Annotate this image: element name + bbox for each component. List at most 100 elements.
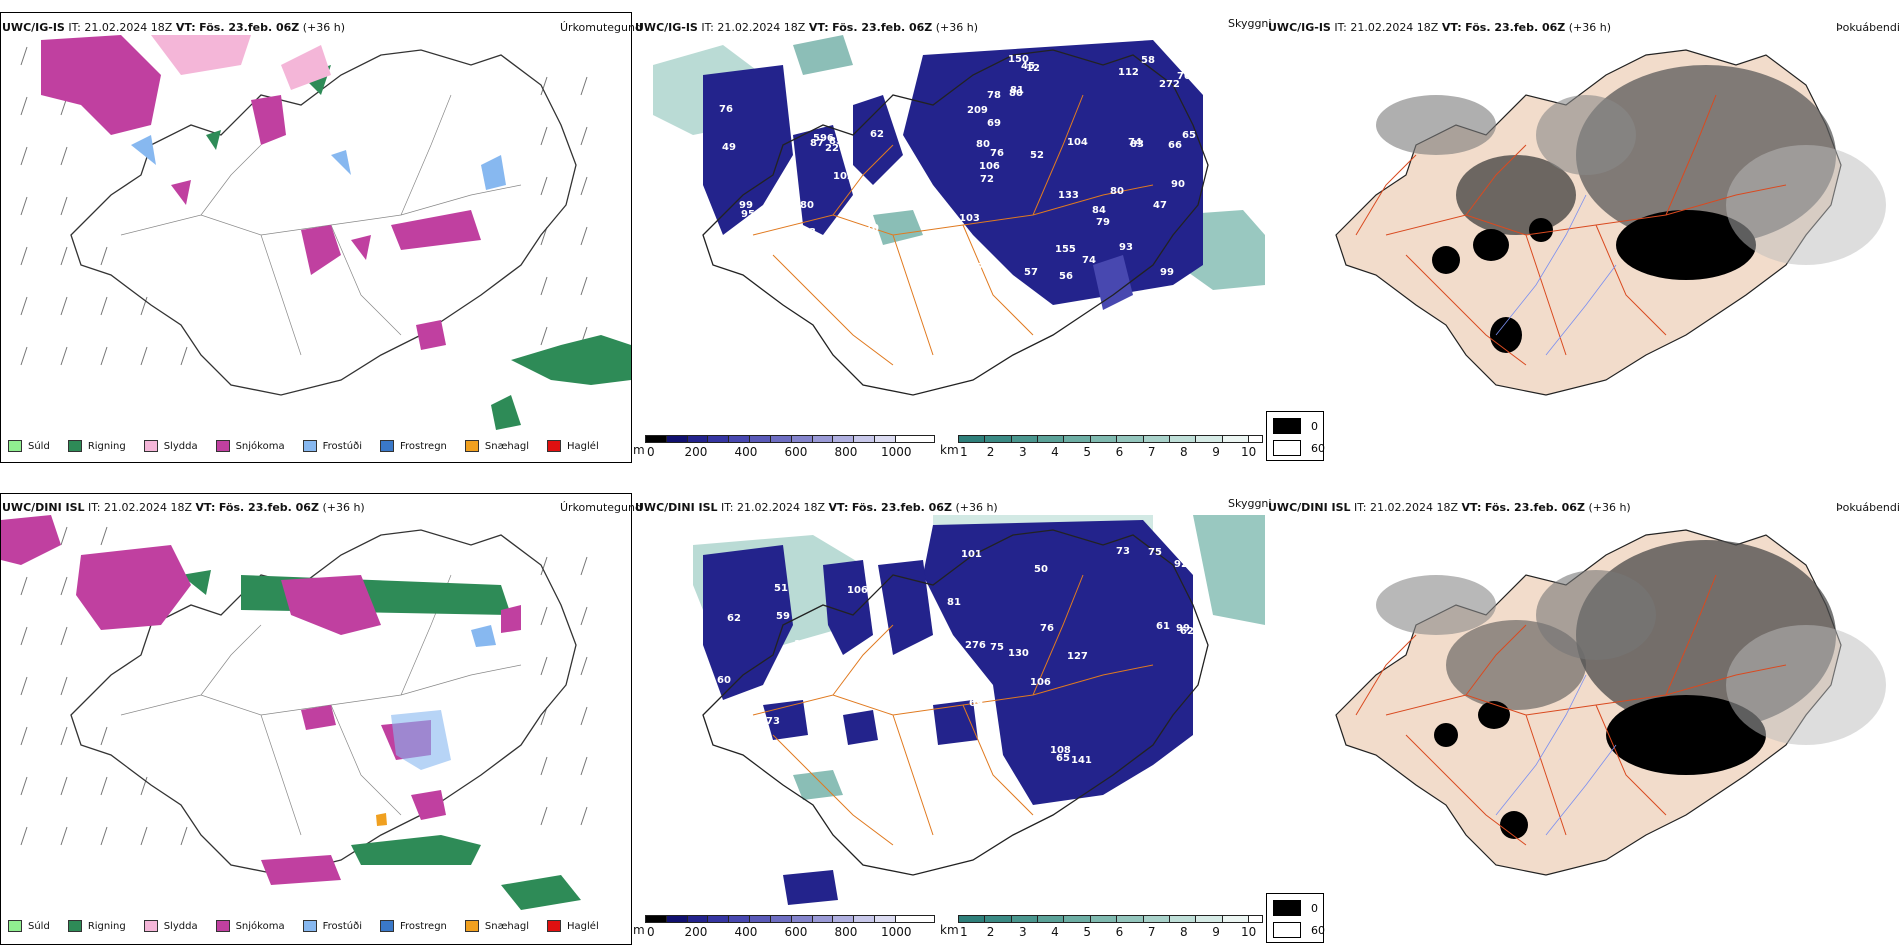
- colorbar-block: [1117, 916, 1144, 922]
- vt-value: Fös. 23.feb. 06Z: [1465, 21, 1566, 34]
- legend-swatch: [547, 440, 562, 452]
- precip-sleet: [151, 35, 331, 90]
- model-name: UWC/IG-IS: [635, 21, 698, 34]
- precip-freezing-drizzle: [131, 135, 506, 190]
- legend-label: Frostúði: [322, 920, 362, 932]
- ceiling-value-label: 22: [825, 143, 839, 154]
- vt-value: Fös. 23.feb. 06Z: [218, 501, 319, 514]
- colorbar-tick-label: 0: [647, 445, 655, 459]
- legend-label: Snjókoma: [235, 440, 285, 452]
- legend-swatch: [8, 920, 22, 932]
- precip-freezing-drizzle: [391, 625, 496, 770]
- rivers: [1495, 194, 1617, 356]
- colorbar-block: [1090, 436, 1118, 442]
- visibility-colorbar-top: km 1 2 3 4 5 6 7 8 9 10: [940, 435, 1265, 467]
- ceiling-fields: [703, 520, 1193, 905]
- ceiling-value-label: 164: [887, 79, 908, 90]
- colorbar-tick-label: 6: [1115, 445, 1124, 459]
- ceiling-value-label: 60: [783, 184, 797, 195]
- road-network: [752, 94, 1154, 366]
- ceiling-value-label: 90: [1171, 179, 1185, 190]
- fog-legend-swatch: [1273, 900, 1301, 916]
- ceiling-value-label: 75: [990, 642, 1004, 653]
- legend-label: Súld: [28, 440, 50, 452]
- ceiling-value-label: 81: [947, 597, 961, 608]
- colorbar-block: [985, 436, 1012, 442]
- colorbar-tick-label: 800: [834, 445, 858, 459]
- vt-value: Fös. 23.feb. 06Z: [832, 21, 933, 34]
- legend-item-frostregn: Frostregn: [380, 920, 447, 932]
- model-name: UWC/IG-IS: [2, 21, 65, 34]
- ceiling-value-label: 74: [1128, 137, 1142, 148]
- it-label: IT:: [1354, 501, 1367, 514]
- ceiling-value-label: 73: [766, 716, 780, 727]
- colorbar-block: [646, 916, 667, 922]
- fog-legend-label: 0: [1311, 901, 1318, 915]
- legend-item-slydda: Slydda: [143, 440, 198, 452]
- colorbar-block: [1090, 916, 1118, 922]
- colorbar-block: [1222, 436, 1249, 442]
- ceiling-labels: 146 99 127 276 60 64 75 82 81 141 62 150 51 62 65 61 73 7…: [717, 546, 1194, 766]
- legend-swatch: [464, 920, 479, 932]
- model-name: UWC/DINI ISL: [2, 501, 85, 514]
- fog-fields: [1376, 540, 1886, 839]
- fog-legend-row: 0: [1273, 900, 1318, 916]
- vt-label: VT:: [195, 501, 216, 514]
- ceiling-colorbar-bottom: m 0 200 400 600 800 1000: [633, 915, 938, 947]
- visibility-map-top: 164 272 133 137 106 103 150 95 72 80 80 65 74 52 83 78 7…: [653, 35, 1265, 396]
- precip-type-map-bottom: [1, 515, 588, 910]
- ceiling-value-label: 80: [976, 139, 990, 150]
- colorbar-block: [1143, 916, 1170, 922]
- ceiling-value-label: 56: [1059, 271, 1073, 282]
- it-label: IT:: [88, 501, 101, 514]
- colorbar-tick-label: 10: [1241, 445, 1257, 459]
- it-label: IT:: [1334, 21, 1347, 34]
- ceiling-value-label: 103: [959, 213, 980, 224]
- rivers: [1495, 674, 1617, 836]
- legend-swatch: [8, 440, 22, 452]
- colorbar-block: [666, 916, 688, 922]
- it-label: IT:: [701, 21, 714, 34]
- ceiling-value-label: 76: [1040, 623, 1054, 634]
- ceiling-value-label: 130: [1008, 648, 1029, 659]
- legend-swatch: [215, 920, 230, 932]
- ceiling-value-label: 80: [1110, 186, 1124, 197]
- precip-snow-pellets: [376, 813, 387, 826]
- colorbar-block: [959, 916, 986, 922]
- legend-swatch: [215, 440, 230, 452]
- colorbar-block: [708, 916, 730, 922]
- legend-label: Rigning: [87, 440, 126, 452]
- road-network: [1355, 574, 1787, 846]
- fog-legend-row: 60: [1273, 440, 1325, 456]
- ceiling-value-label: 84: [1092, 205, 1106, 216]
- ceiling-unit: m: [633, 443, 645, 457]
- legend-item-sudl: Súld: [8, 440, 50, 452]
- ceiling-value-label: 93: [1119, 242, 1133, 253]
- legend-item-rigning: Rigning: [67, 440, 126, 452]
- ceiling-value-label: 74: [1082, 255, 1096, 266]
- precip-legend-top: Súld Rigning Slydda Snjókoma Frostúði Fr…: [8, 440, 599, 452]
- vt-value: Fös. 23.feb. 06Z: [199, 21, 300, 34]
- ceiling-value-label: 80: [1009, 88, 1023, 99]
- fog-legend-bottom: 0 60: [1266, 893, 1325, 943]
- lead-time: (+36 h): [1568, 21, 1612, 34]
- ceiling-value-label: 102: [872, 646, 893, 657]
- iceland-outline: [702, 49, 1209, 396]
- fog-fields: [1376, 65, 1886, 353]
- ceiling-value-label: 65: [901, 670, 915, 681]
- panel-header-precip-bottom: UWC/DINI ISL IT: 21.02.2024 18Z VT: Fös.…: [2, 501, 365, 514]
- fog-map-bottom: [1335, 529, 1886, 876]
- colorbar-tick-label: 7: [1147, 925, 1156, 939]
- colorbar-tick-label: 400: [734, 925, 758, 939]
- ceiling-value-label: 57: [1024, 267, 1038, 278]
- model-name: UWC/IG-IS: [1268, 21, 1331, 34]
- precip-snow: [1, 515, 521, 885]
- legend-item-frostudi: Frostúði: [302, 920, 362, 932]
- ceiling-fields: [703, 40, 1203, 310]
- colorbar-tick-label: 9: [1212, 445, 1220, 459]
- visibility-unit: km: [940, 443, 959, 457]
- ceiling-value-label: 141: [1071, 755, 1092, 766]
- ceiling-value-label: 99: [739, 200, 753, 211]
- ceiling-value-label: 91: [1180, 54, 1194, 65]
- ceiling-value-label: 93: [802, 227, 816, 238]
